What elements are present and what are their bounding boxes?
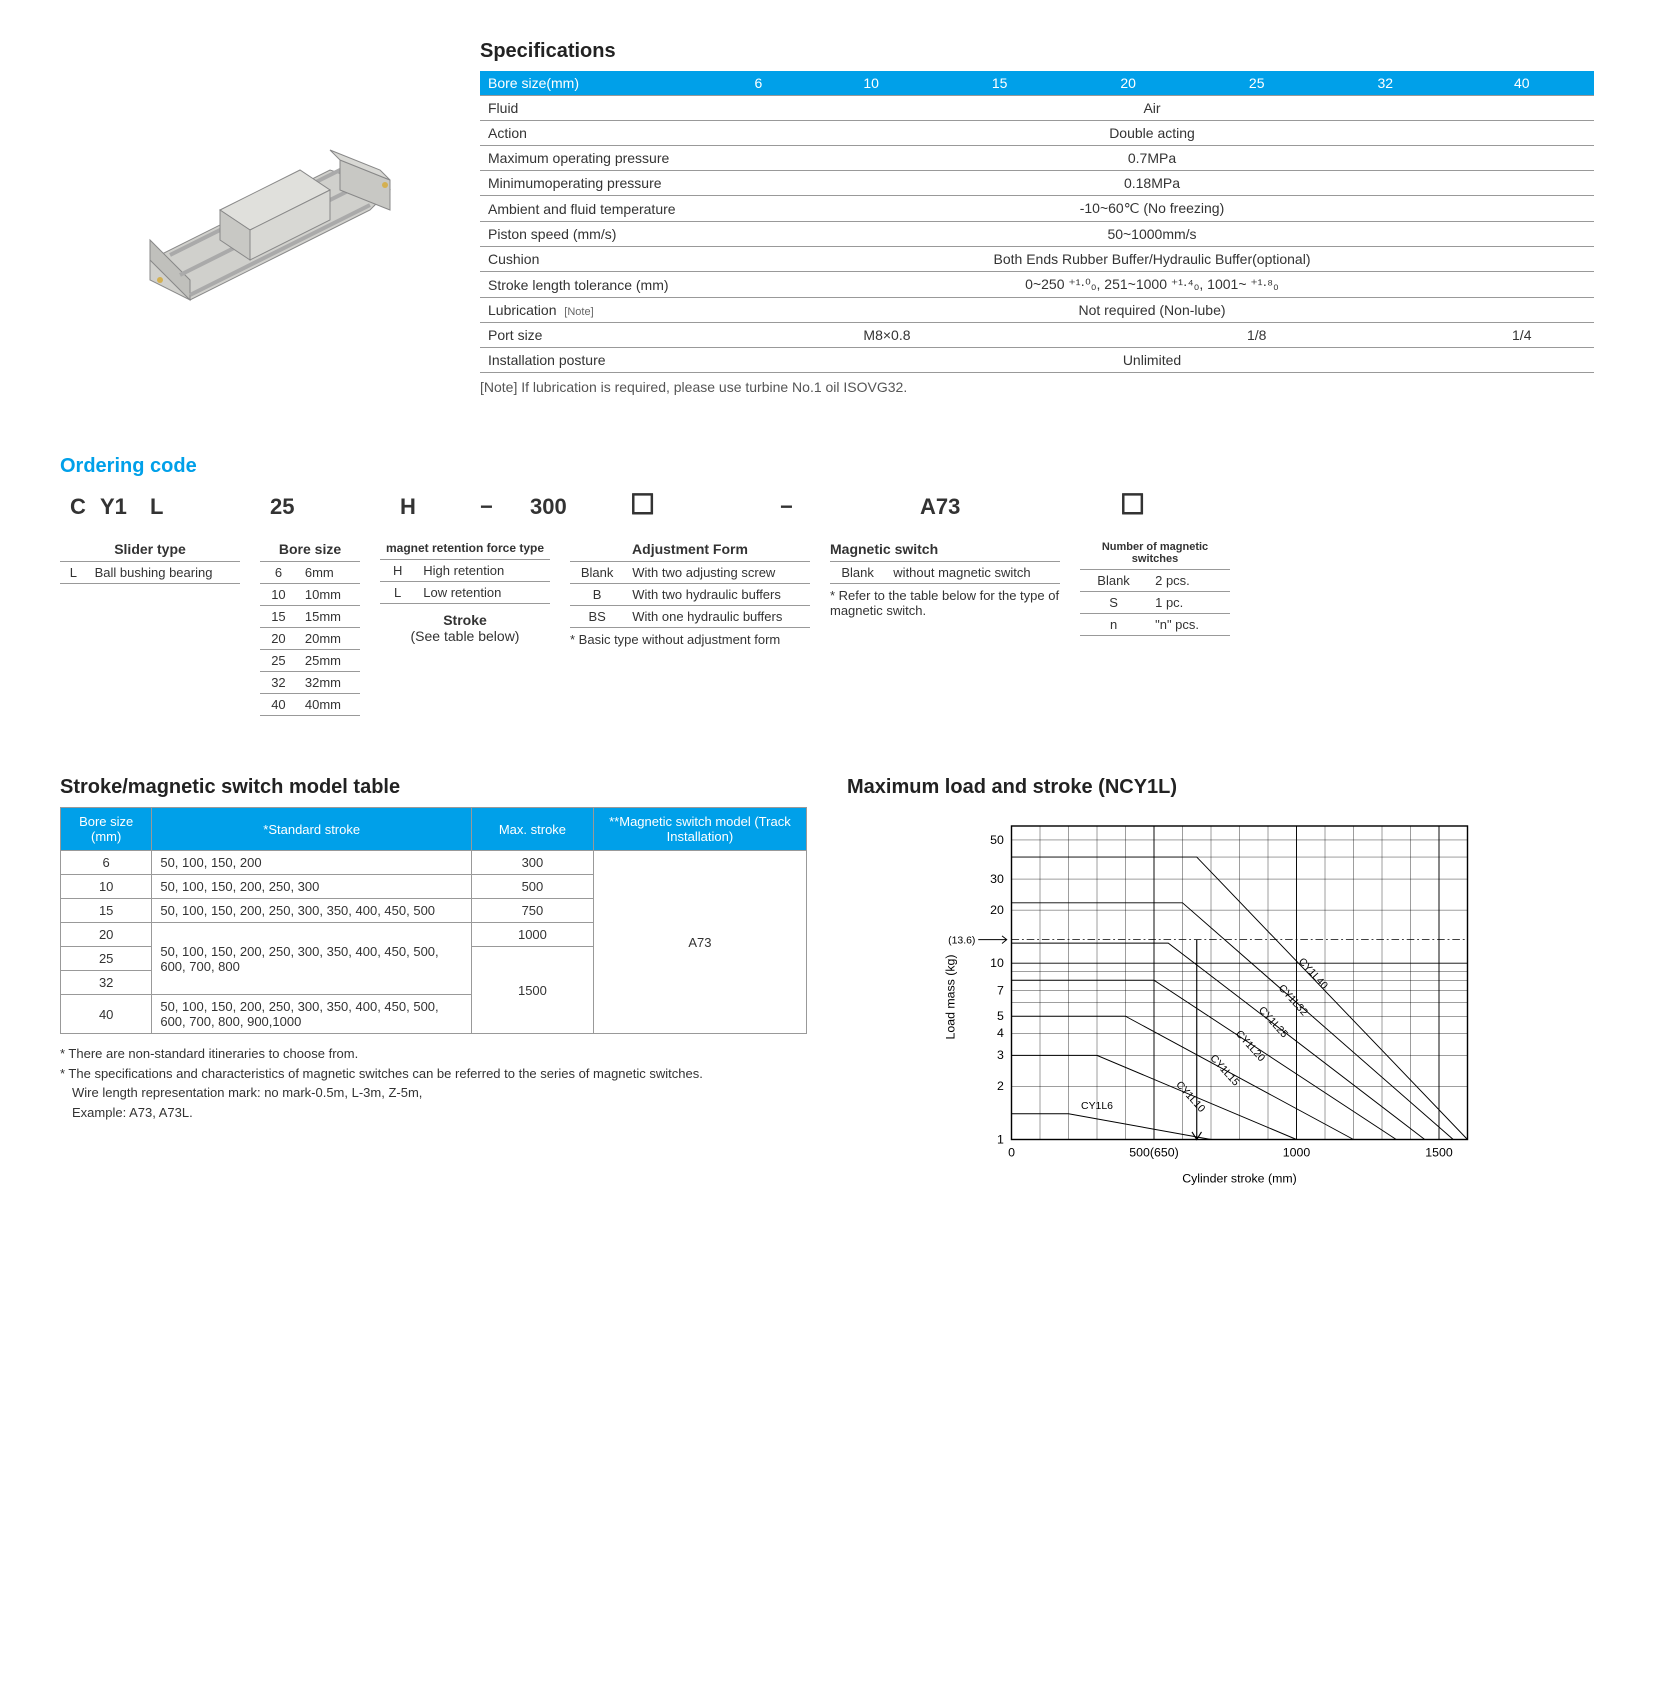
svg-text:3: 3 [997, 1048, 1004, 1062]
svg-text:(13.6): (13.6) [948, 935, 975, 946]
code-box1: ☐ [630, 488, 780, 521]
svg-text:CY1L20: CY1L20 [1233, 1029, 1267, 1065]
spec-footnote: [Note] If lubrication is required, pleas… [480, 379, 1594, 395]
spec-install-label: Installation posture [480, 348, 710, 373]
numswitch-table: Blank2 pcs. S1 pc. n"n" pcs. [1080, 569, 1230, 636]
spec-row-value: Air [710, 96, 1594, 121]
svg-text:CY1L40: CY1L40 [1296, 956, 1330, 992]
code-c: C [70, 494, 100, 520]
svg-text:7: 7 [997, 983, 1004, 997]
spec-bore-32: 32 [1321, 71, 1450, 96]
bore-size-title: Bore size [260, 541, 360, 557]
ordering-code-line: C Y1 L 25 H − 300 ☐ − A73 ☐ [60, 488, 1594, 521]
svg-text:30: 30 [990, 872, 1004, 886]
code-switch: A73 [920, 494, 1120, 520]
magswitch-table: Blankwithout magnetic switch [830, 561, 1060, 584]
spec-row-label: Cushion [480, 247, 710, 272]
svg-text:10: 10 [990, 956, 1004, 970]
spec-bore-40: 40 [1450, 71, 1595, 96]
chart-ylabel: Load mass (kg) [944, 954, 958, 1039]
svg-text:CY1L25: CY1L25 [1256, 1005, 1290, 1041]
spec-port-val: 1/8 [1064, 323, 1450, 348]
chart-xlabel: Cylinder stroke (mm) [1182, 1171, 1297, 1185]
stroke-magnetic-table: Bore size (mm) *Standard stroke Max. str… [60, 807, 807, 1034]
slider-type-title: Slider type [60, 541, 240, 557]
code-dash1: − [480, 494, 530, 520]
code-box2: ☐ [1120, 488, 1145, 521]
st-header: **Magnetic switch model (Track Installat… [593, 808, 806, 851]
spec-row-label: Piston speed (mm/s) [480, 222, 710, 247]
spec-install-value: Unlimited [710, 348, 1594, 373]
spec-row-label: Minimumoperating pressure [480, 171, 710, 196]
spec-row-label: Fluid [480, 96, 710, 121]
bore-size-table: 66mm 1010mm 1515mm 2020mm 2525mm 3232mm … [260, 561, 360, 716]
svg-text:CY1L32: CY1L32 [1276, 983, 1310, 1019]
spec-row-value: 0.7MPa [710, 146, 1594, 171]
spec-port-val: M8×0.8 [710, 323, 1064, 348]
load-stroke-chart: 0 500(650) 1000 1500 1 2 3 4 5 7 10 20 30 50 (13.6) CY1… [847, 807, 1594, 1187]
svg-text:4: 4 [997, 1026, 1004, 1040]
spec-row-label: Lubrication [Note] [480, 298, 710, 323]
spec-bore-15: 15 [935, 71, 1064, 96]
code-stroke: 300 [530, 494, 630, 520]
spec-row-value: -10~60℃ (No freezing) [710, 196, 1594, 222]
code-bore: 25 [270, 494, 400, 520]
spec-header-label: Bore size(mm) [480, 71, 710, 96]
spec-row-label: Stroke length tolerance (mm) [480, 272, 710, 298]
magswitch-title: Magnetic switch [830, 541, 1060, 557]
magnet-force-table: HHigh retention LLow retention [380, 559, 550, 604]
spec-bore-25: 25 [1192, 71, 1321, 96]
spec-row-label: Ambient and fluid temperature [480, 196, 710, 222]
spec-bore-10: 10 [807, 71, 936, 96]
svg-text:1000: 1000 [1283, 1146, 1311, 1160]
svg-text:CY1L6: CY1L6 [1081, 1101, 1113, 1112]
svg-text:5: 5 [997, 1009, 1004, 1023]
adjustment-table: BlankWith two adjusting screw BWith two … [570, 561, 810, 628]
svg-text:CY1L10: CY1L10 [1173, 1080, 1207, 1116]
spec-row-value: Both Ends Rubber Buffer/Hydraulic Buffer… [710, 247, 1594, 272]
svg-text:1: 1 [997, 1132, 1004, 1146]
spec-row-value: 0~250 ⁺¹·⁰₀, 251~1000 ⁺¹·⁴₀, 1001~ ⁺¹·⁸₀ [710, 272, 1594, 298]
svg-text:0: 0 [1008, 1146, 1015, 1160]
slider-type-table: LBall bushing bearing [60, 561, 240, 584]
stroke-table-title: Stroke/magnetic switch model table [60, 776, 807, 799]
specifications-title: Specifications [480, 40, 1594, 63]
adjustment-footnote: * Basic type without adjustment form [570, 632, 810, 647]
svg-text:1500: 1500 [1425, 1146, 1453, 1160]
stroke-ref-title: Stroke [380, 612, 550, 628]
svg-text:50: 50 [990, 833, 1004, 847]
st-header: Bore size (mm) [61, 808, 152, 851]
spec-port-label: Port size [480, 323, 710, 348]
spec-port-val: 1/4 [1450, 323, 1595, 348]
magswitch-footnote: * Refer to the table below for the type … [830, 588, 1060, 618]
product-image [60, 40, 440, 320]
svg-text:500(650): 500(650) [1129, 1146, 1178, 1160]
spec-row-value: Not required (Non-lube) [710, 298, 1594, 323]
spec-row-value: Double acting [710, 121, 1594, 146]
svg-text:CY1L15: CY1L15 [1208, 1053, 1242, 1089]
stroke-footnotes: * There are non-standard itineraries to … [60, 1044, 807, 1122]
svg-text:20: 20 [990, 903, 1004, 917]
chart-title: Maximum load and stroke (NCY1L) [847, 776, 1594, 799]
spec-row-value: 0.18MPa [710, 171, 1594, 196]
ordering-title: Ordering code [60, 455, 1594, 478]
numswitch-title: Number of magnetic switches [1080, 541, 1230, 565]
specifications-table: Bore size(mm) 6 10 15 20 25 32 40 FluidA… [480, 71, 1594, 373]
code-dash2: − [780, 494, 920, 520]
code-l: L [150, 494, 270, 520]
adjustment-title: Adjustment Form [570, 541, 810, 557]
spec-bore-20: 20 [1064, 71, 1193, 96]
svg-text:2: 2 [997, 1079, 1004, 1093]
code-y1: Y1 [100, 494, 150, 520]
stroke-ref-text: (See table below) [380, 628, 550, 644]
code-h: H [400, 494, 480, 520]
magnet-force-title: magnet retention force type [380, 541, 550, 555]
spec-row-label: Action [480, 121, 710, 146]
st-header: Max. stroke [472, 808, 594, 851]
spec-bore-6: 6 [710, 71, 807, 96]
cylinder-illustration [60, 40, 440, 320]
st-header: *Standard stroke [152, 808, 472, 851]
spec-row-value: 50~1000mm/s [710, 222, 1594, 247]
spec-row-label: Maximum operating pressure [480, 146, 710, 171]
